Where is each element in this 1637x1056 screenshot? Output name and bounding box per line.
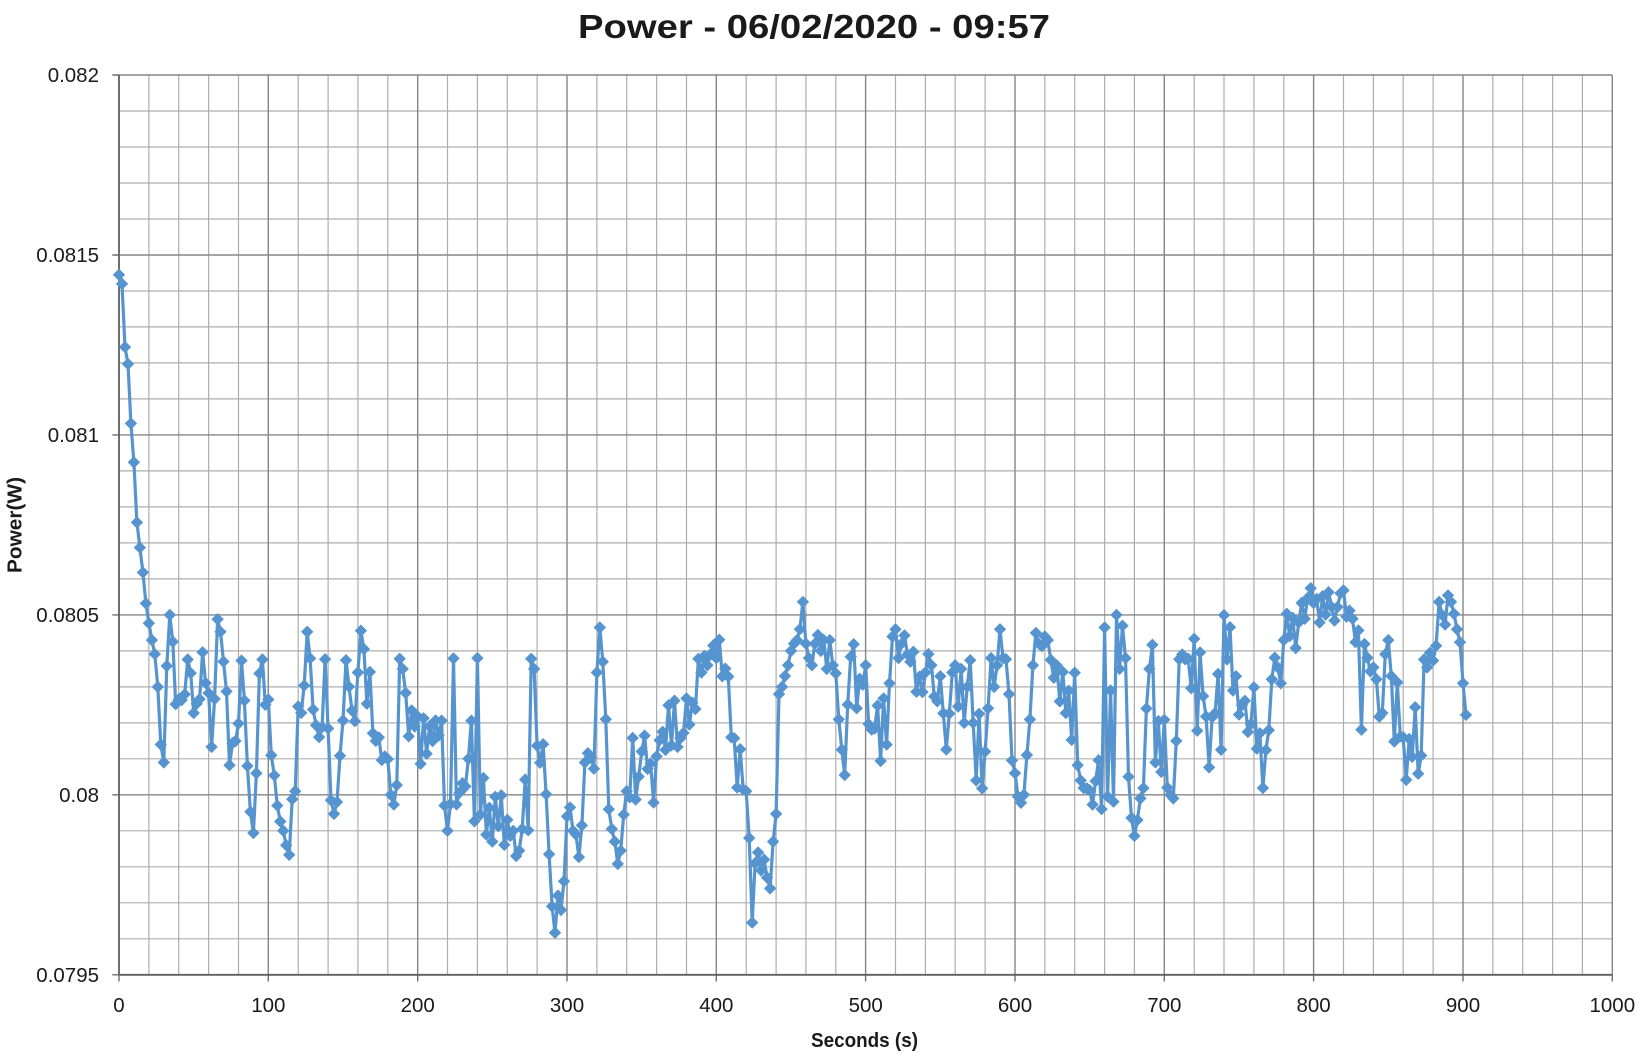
svg-text:700: 700 [1147, 994, 1181, 1017]
svg-text:Seconds (s): Seconds (s) [811, 1029, 918, 1052]
svg-text:0.08: 0.08 [59, 784, 99, 807]
svg-text:900: 900 [1446, 994, 1480, 1017]
svg-text:400: 400 [699, 994, 733, 1017]
svg-text:Power - 06/02/2020 - 09:57: Power - 06/02/2020 - 09:57 [578, 8, 1050, 45]
svg-text:100: 100 [251, 994, 285, 1017]
svg-text:0.0795: 0.0795 [36, 964, 99, 987]
svg-text:300: 300 [550, 994, 584, 1017]
svg-text:0.0815: 0.0815 [36, 244, 99, 267]
svg-text:600: 600 [998, 994, 1032, 1017]
svg-text:800: 800 [1296, 994, 1330, 1017]
svg-text:200: 200 [401, 994, 435, 1017]
svg-text:1000: 1000 [1589, 994, 1635, 1017]
svg-text:0.082: 0.082 [48, 64, 99, 87]
svg-text:0.081: 0.081 [48, 424, 99, 447]
svg-text:0.0805: 0.0805 [36, 604, 99, 627]
svg-text:Power(W): Power(W) [4, 477, 27, 573]
svg-text:500: 500 [849, 994, 883, 1017]
svg-text:0: 0 [113, 994, 124, 1017]
